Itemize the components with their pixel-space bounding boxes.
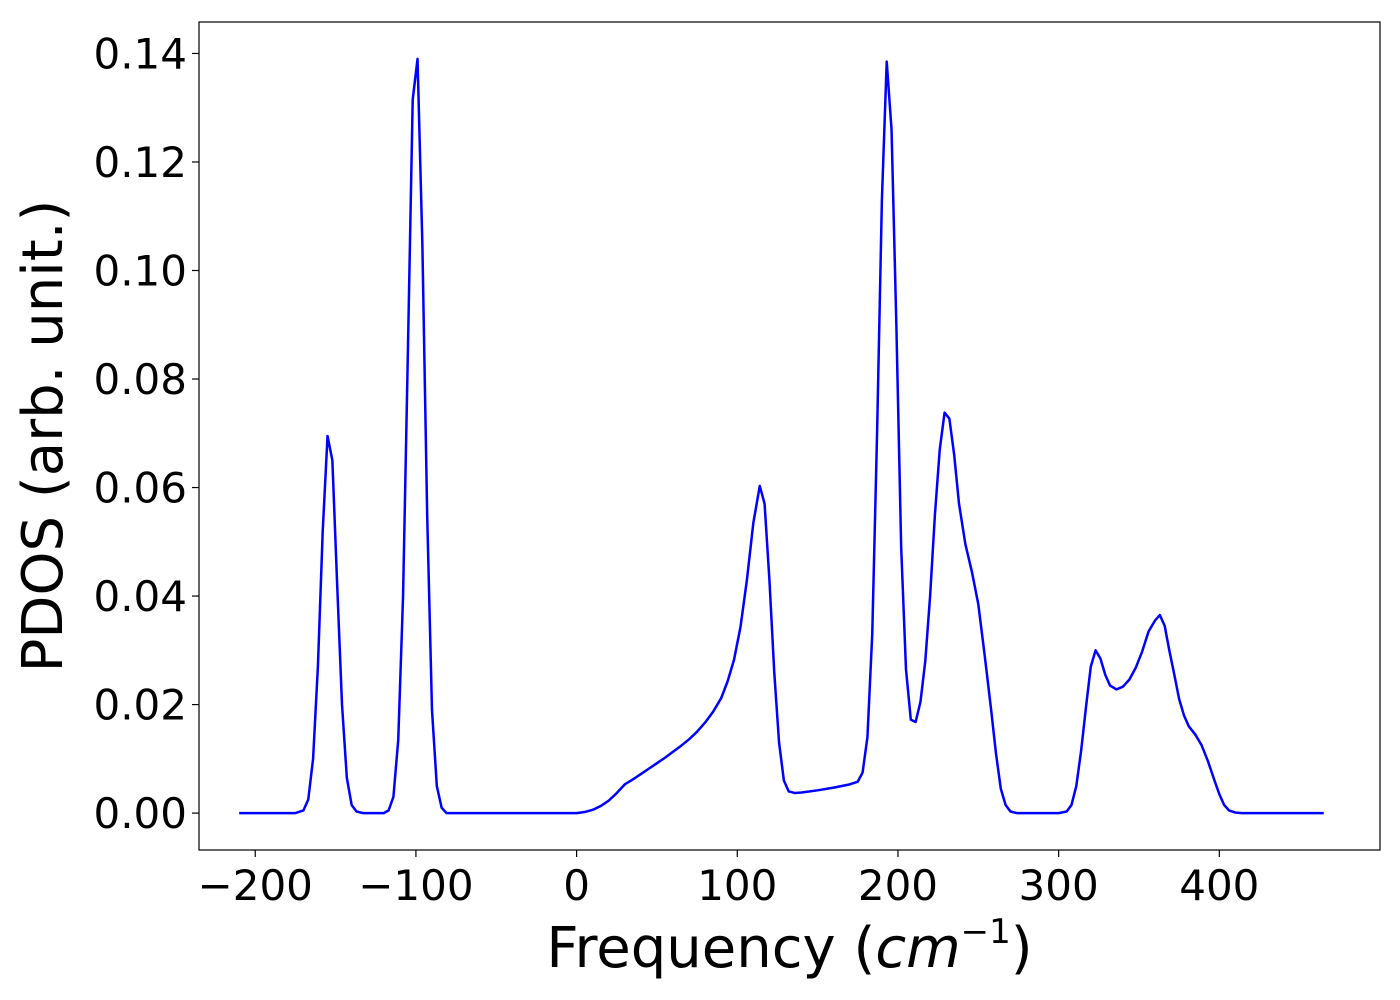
y-tick-label: 0.14 xyxy=(93,29,187,78)
y-tick-label: 0.04 xyxy=(93,572,187,621)
x-tick-label: 300 xyxy=(1019,861,1099,910)
y-tick-label: 0.08 xyxy=(93,355,187,404)
x-tick-label: −200 xyxy=(198,861,313,910)
plot-frame xyxy=(198,21,1381,851)
y-tick-label: 0.00 xyxy=(93,789,187,838)
y-tick-label: 0.12 xyxy=(93,138,187,187)
series-layer xyxy=(239,57,1324,815)
x-tick-label: 0 xyxy=(563,861,590,910)
y-tick-label: 0.06 xyxy=(93,464,187,513)
x-axis-label-unit: cm xyxy=(875,916,960,981)
x-tick-label: 100 xyxy=(697,861,777,910)
x-axis-ticks: −200 −100 0 100 200 300 400 xyxy=(198,850,1259,910)
x-axis-label: Frequency (cm−1) xyxy=(546,912,1032,981)
y-axis-label: PDOS (arb. unit.) xyxy=(11,200,76,673)
x-tick-label: −100 xyxy=(358,861,473,910)
x-axis-label-exponent: −1 xyxy=(961,912,1011,952)
y-axis-ticks: 0.00 0.02 0.04 0.06 0.08 0.10 0.12 0.14 xyxy=(93,29,199,838)
series-line-pdos xyxy=(239,57,1324,815)
x-tick-label: 400 xyxy=(1179,861,1259,910)
plot-area xyxy=(199,22,1380,850)
x-tick-label: 200 xyxy=(858,861,938,910)
y-tick-label: 0.02 xyxy=(93,681,187,730)
y-tick-label: 0.10 xyxy=(93,247,187,296)
